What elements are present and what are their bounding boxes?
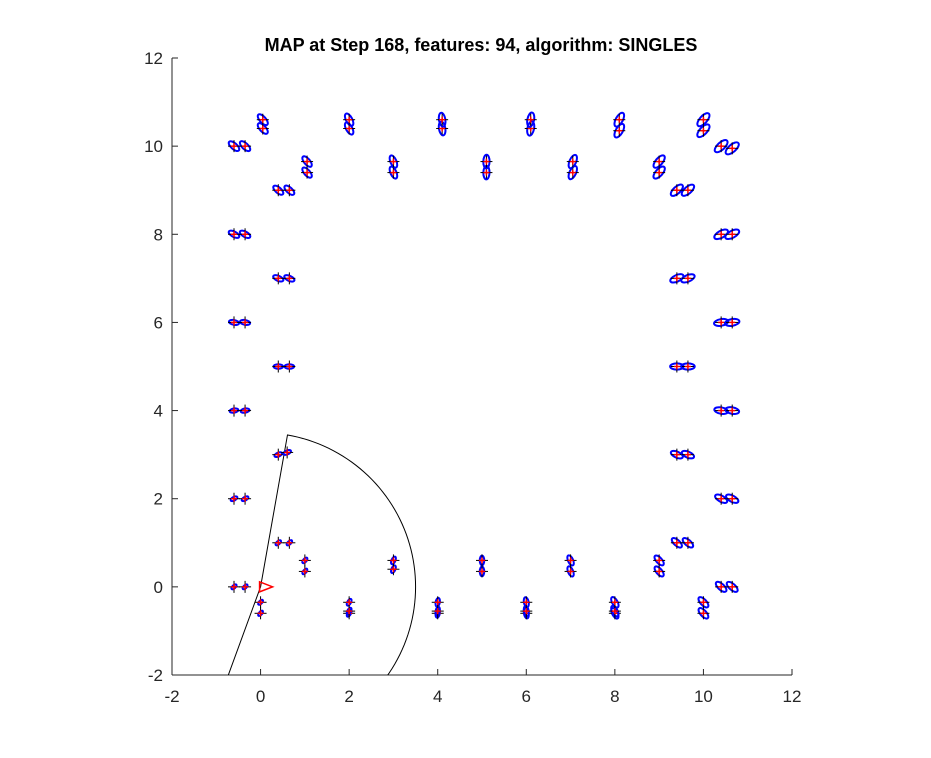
feature-ellipse	[652, 165, 666, 180]
feature-ellipse	[610, 604, 620, 618]
feature-ellipse	[724, 228, 741, 241]
feature-ellipse	[343, 112, 355, 127]
feature-ellipse	[652, 154, 666, 169]
y-tick-label: 12	[144, 49, 163, 68]
y-tick-label: 8	[154, 225, 163, 244]
x-tick-label: 2	[344, 687, 353, 706]
feature-ellipse	[669, 449, 684, 460]
sensor-range-arc	[227, 434, 417, 675]
feature-ellipse	[301, 155, 313, 168]
feature-ellipse	[724, 406, 741, 415]
robot-group	[258, 580, 275, 593]
feature-ellipse	[526, 111, 536, 128]
feature-ellipse	[680, 449, 696, 460]
feature-ellipse	[613, 111, 626, 128]
feature-ellipse	[613, 122, 626, 139]
x-tick-label: 0	[256, 687, 265, 706]
feature-ellipse	[345, 606, 353, 616]
feature-ellipse	[240, 495, 250, 503]
x-tick-label: 8	[610, 687, 619, 706]
feature-ellipse	[227, 140, 241, 153]
feature-ellipse	[390, 564, 397, 575]
chart-title: MAP at Step 168, features: 94, algorithm…	[265, 35, 698, 55]
y-tick-label: 4	[154, 402, 163, 421]
feature-ellipse	[230, 583, 238, 591]
feature-ellipse	[725, 580, 739, 593]
feature-ellipse	[610, 596, 620, 609]
x-tick-label: 10	[694, 687, 713, 706]
sensor-range-group	[227, 434, 417, 675]
feature-ellipse	[241, 583, 249, 591]
feature-ellipse	[526, 120, 536, 137]
feature-ellipse	[653, 565, 665, 578]
y-tick-label: 2	[154, 490, 163, 509]
feature-ellipse	[283, 274, 296, 283]
feature-ellipse	[238, 140, 252, 153]
feature-ellipse	[670, 537, 683, 549]
feature-ellipse	[567, 164, 579, 181]
feature-ellipse	[713, 139, 729, 154]
feature-ellipse	[274, 539, 283, 547]
features-group	[227, 111, 741, 620]
feature-ellipse	[388, 154, 399, 169]
feature-ellipse	[345, 597, 353, 607]
feature-ellipse	[697, 596, 710, 609]
feature-ellipse	[681, 537, 695, 549]
feature-ellipse	[283, 184, 296, 196]
feature-ellipse	[437, 111, 447, 128]
axes: -2 0 2 4 6 8 10 12 -2 0 2 4 6 8 10 12	[144, 49, 801, 706]
feature-ellipse	[567, 153, 578, 170]
feature-ellipse	[227, 229, 241, 239]
feature-ellipse	[272, 184, 285, 196]
feature-ellipse	[273, 451, 284, 459]
feature-ellipse	[714, 493, 729, 504]
feature-ellipse	[301, 567, 309, 576]
feature-ellipse	[724, 317, 741, 327]
feature-ellipse	[696, 112, 711, 128]
feature-ellipse	[724, 141, 740, 156]
feature-ellipse	[696, 123, 711, 139]
feature-ellipse	[437, 120, 447, 137]
feature-ellipse	[301, 556, 309, 565]
feature-ellipse	[256, 113, 269, 127]
feature-ellipse	[566, 565, 575, 578]
feature-ellipse	[256, 122, 269, 135]
feature-ellipse	[388, 165, 399, 180]
x-tick-label: 12	[783, 687, 802, 706]
y-tick-label: 10	[144, 137, 163, 156]
feature-ellipse	[343, 121, 355, 136]
x-tick-label: 6	[522, 687, 531, 706]
feature-ellipse	[669, 183, 684, 197]
feature-ellipse	[566, 554, 575, 567]
feature-ellipse	[389, 555, 397, 566]
feature-ellipse	[680, 273, 696, 284]
feature-ellipse	[257, 609, 265, 617]
feature-ellipse	[653, 554, 665, 567]
feature-ellipse	[301, 166, 313, 179]
feature-ellipse	[680, 183, 696, 197]
x-tick-label: 4	[433, 687, 442, 706]
feature-ellipse	[669, 273, 685, 284]
robot-pose-marker	[258, 580, 275, 593]
y-tick-label: -2	[148, 666, 163, 685]
y-tick-label: 0	[154, 578, 163, 597]
y-tick-label: 6	[154, 313, 163, 332]
feature-ellipse	[238, 229, 252, 239]
feature-ellipse	[697, 607, 710, 620]
x-tick-label: -2	[164, 687, 179, 706]
feature-ellipse	[257, 598, 264, 606]
feature-ellipse	[713, 228, 729, 241]
feature-ellipse	[285, 539, 294, 547]
feature-ellipse	[229, 495, 239, 503]
feature-ellipse	[282, 448, 292, 456]
feature-ellipse	[272, 274, 285, 283]
feature-ellipse	[714, 580, 728, 593]
feature-ellipse	[725, 493, 740, 504]
